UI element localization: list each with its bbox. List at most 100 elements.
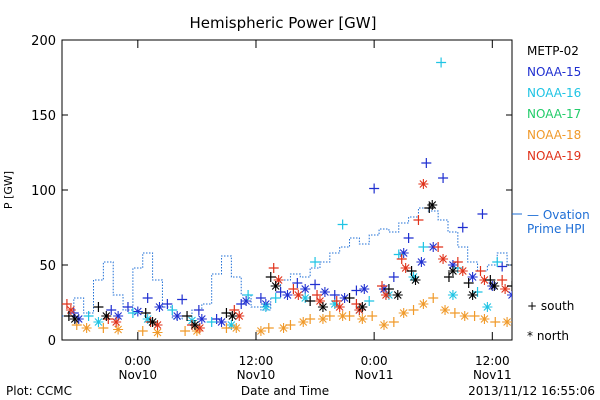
data-point-north — [226, 320, 237, 330]
data-point-north — [562, 317, 572, 327]
data-point-north — [416, 257, 427, 267]
y-tick-label: 200 — [31, 34, 56, 49]
data-point-south — [98, 323, 109, 333]
data-point-north — [317, 302, 328, 312]
data-point-north — [298, 317, 309, 327]
data-point-south — [475, 266, 486, 276]
data-point-south — [574, 328, 584, 338]
data-point-south — [106, 305, 117, 315]
data-point-north — [418, 179, 429, 189]
data-point-north — [447, 266, 458, 276]
data-point-north — [270, 281, 281, 291]
x-tick-label: 12:00 — [475, 354, 510, 368]
data-point-south — [497, 261, 508, 272]
x-tick-date-label: Nov11 — [473, 368, 512, 382]
data-point-south — [369, 183, 380, 194]
data-point-north — [586, 329, 596, 339]
legend-series-label: METP-02 — [527, 44, 579, 58]
data-point-south — [288, 284, 299, 294]
data-point-north — [113, 324, 124, 335]
data-point-south — [596, 329, 600, 339]
data-point-south — [377, 281, 388, 291]
data-point-north — [479, 314, 490, 324]
data-point-south — [329, 290, 340, 300]
data-point-north — [132, 306, 143, 317]
data-point-north — [581, 322, 591, 332]
data-point-north — [408, 272, 419, 282]
data-point-south — [497, 275, 508, 285]
data-point-north — [172, 311, 183, 321]
data-point-north — [337, 311, 348, 321]
data-point-south — [556, 313, 566, 323]
data-point-south — [396, 254, 407, 264]
data-point-north — [357, 302, 368, 312]
data-point-north — [479, 275, 490, 285]
data-point-north — [189, 320, 200, 330]
data-point-north — [398, 308, 409, 318]
data-point-south — [452, 257, 463, 267]
data-point-south — [492, 257, 503, 267]
y-tick-label: 0 — [48, 334, 56, 349]
data-point-north — [334, 302, 345, 312]
data-point-south — [182, 311, 193, 321]
data-point-north — [113, 311, 124, 321]
data-point-north — [513, 290, 523, 300]
data-point-south — [263, 323, 274, 333]
data-point-north — [566, 317, 576, 327]
legend-series-label: NOAA-18 — [527, 128, 581, 142]
data-point-north — [507, 290, 512, 300]
y-tick-label: 100 — [31, 184, 56, 199]
data-point-south — [436, 57, 447, 68]
legend-ovation-label: Prime HPI — [527, 222, 585, 236]
data-point-north — [101, 311, 112, 321]
data-point-south — [433, 242, 444, 252]
legend-series-label: NOAA-19 — [527, 149, 581, 163]
data-point-north — [317, 314, 328, 324]
data-point-north — [260, 302, 271, 312]
data-point-south — [167, 305, 178, 315]
data-point-north — [314, 296, 325, 306]
data-point-north — [154, 302, 165, 312]
data-point-north — [194, 323, 205, 333]
data-point-south — [596, 320, 600, 330]
x-tick-date-label: Nov10 — [118, 368, 157, 382]
data-point-south — [388, 272, 399, 282]
data-point-north — [319, 287, 330, 297]
data-point-north — [278, 323, 289, 333]
x-tick-label: 0:00 — [361, 354, 388, 368]
footer-timestamp: 2013/11/12 16:55:06 — [468, 384, 595, 398]
data-point-north — [427, 200, 438, 210]
data-point-south — [221, 323, 232, 333]
data-point-north — [398, 248, 409, 258]
data-point-south — [457, 222, 468, 233]
data-point-north — [359, 284, 370, 294]
data-point-north — [81, 323, 92, 333]
data-point-south — [591, 319, 600, 329]
data-point-south — [310, 279, 321, 290]
data-point-north — [142, 314, 153, 324]
data-point-south — [140, 308, 151, 318]
data-point-south — [568, 314, 578, 324]
data-point-south — [367, 311, 378, 321]
data-point-south — [490, 317, 501, 327]
data-point-south — [485, 275, 496, 285]
data-point-south — [418, 242, 429, 252]
data-point-south — [83, 311, 94, 321]
data-point-north — [380, 290, 391, 300]
data-point-south — [193, 305, 204, 315]
data-point-north — [329, 299, 340, 309]
data-point-south — [443, 272, 454, 282]
x-axis-label: Date and Time — [241, 384, 329, 398]
data-point-south — [428, 293, 439, 303]
data-point-south — [383, 284, 394, 294]
data-point-south — [270, 293, 281, 303]
x-tick-label: 12:00 — [239, 354, 274, 368]
legend-ovation-label: — Ovation — [527, 208, 590, 222]
y-tick-label: 150 — [31, 109, 56, 124]
data-point-north — [467, 272, 478, 282]
data-point-south — [438, 173, 449, 183]
data-point-south — [310, 257, 321, 267]
data-point-south — [180, 326, 191, 336]
data-point-north — [457, 266, 468, 276]
data-point-south — [477, 209, 488, 219]
